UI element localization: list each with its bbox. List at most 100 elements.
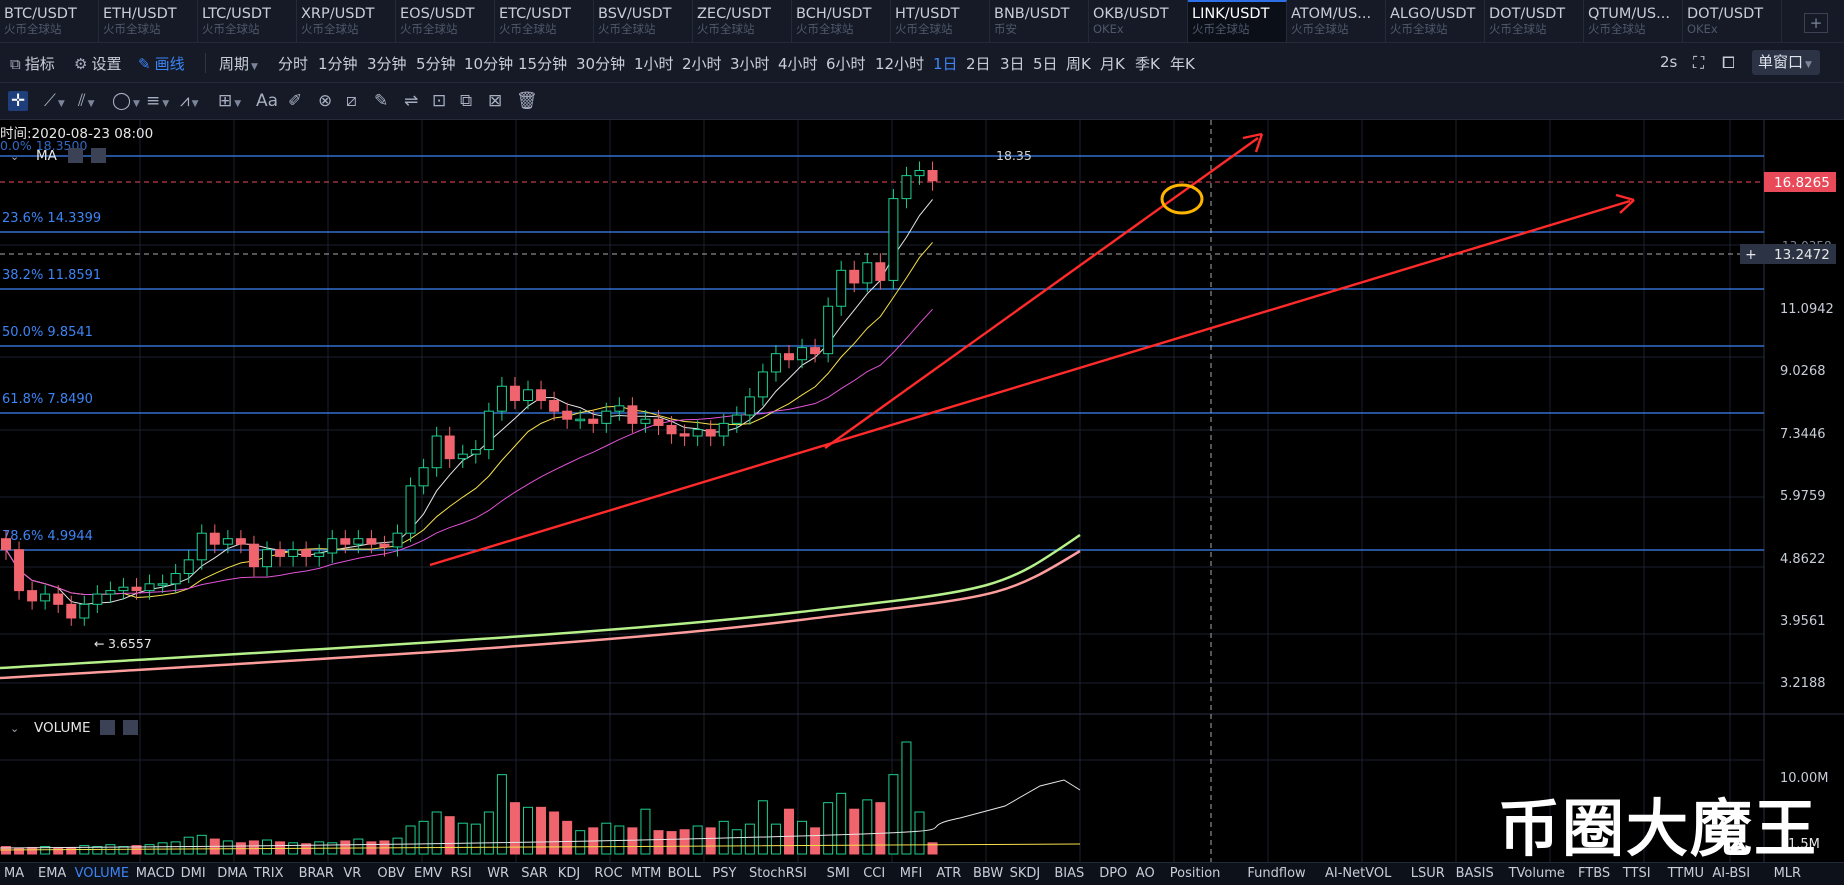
draw-line-button[interactable]: ✎ 画线 <box>138 55 185 73</box>
period-option[interactable]: 3小时 <box>730 55 770 73</box>
indicator-tab[interactable]: PSY <box>712 866 737 881</box>
indicator-tab[interactable]: VOLUME <box>74 866 130 881</box>
indicator-tab[interactable]: AI-NetVOL <box>1325 866 1392 881</box>
indicator-tab[interactable]: MTM <box>631 866 662 881</box>
indicator-tab[interactable]: TVolume <box>1508 866 1565 881</box>
period-option[interactable]: 30分钟 <box>576 55 626 73</box>
pair-tab[interactable]: BCH/USDT 火币全球站 <box>792 0 891 42</box>
indicator-tab[interactable]: ATR <box>936 866 962 881</box>
period-option[interactable]: 2日 <box>966 55 991 73</box>
indicator-tab[interactable]: MACD <box>135 866 175 881</box>
indicator-tab[interactable]: AI-BSI <box>1712 866 1751 881</box>
pair-tab[interactable]: ETH/USDT 火币全球站 <box>99 0 198 42</box>
indicator-tab[interactable]: BIAS <box>1054 866 1085 881</box>
popout-icon[interactable]: ⧠ <box>1722 53 1735 72</box>
period-dropdown[interactable]: 周期 ▼ <box>219 55 258 73</box>
period-option[interactable]: 5分钟 <box>416 55 456 73</box>
period-option[interactable]: 年K <box>1170 55 1195 73</box>
indicator-tab[interactable]: WR <box>487 866 510 881</box>
pair-tab[interactable]: DOT/USDT 火币全球站 <box>1485 0 1584 42</box>
period-option[interactable]: 1日 <box>933 55 958 73</box>
indicator-tab[interactable]: TRIX <box>253 866 284 881</box>
pair-tab[interactable]: OKB/USDT OKEx <box>1089 0 1188 42</box>
indicator-tab[interactable]: SMI <box>826 866 850 881</box>
indicator-tab[interactable]: MLR <box>1773 866 1802 881</box>
settings-button[interactable]: ⚙ 设置 <box>74 55 122 73</box>
pair-tab[interactable]: HT/USDT 火币全球站 <box>891 0 990 42</box>
pair-tab[interactable]: DOT/USDT OKEx <box>1683 0 1782 42</box>
indicator-tab[interactable]: BASIS <box>1455 866 1494 881</box>
indicator-tab[interactable]: BOLL <box>667 866 702 881</box>
indicator-tab[interactable]: ROC <box>594 866 623 881</box>
indicator-tab[interactable]: VR <box>343 866 362 881</box>
indicator-tab[interactable]: StochRSI <box>749 866 807 881</box>
pair-tab[interactable]: LTC/USDT 火币全球站 <box>198 0 297 42</box>
indicator-tab[interactable]: OBV <box>377 866 406 881</box>
period-option[interactable]: 3分钟 <box>367 55 407 73</box>
window-mode-select[interactable]: 单窗口 ▼ <box>1752 50 1820 75</box>
indicator-tab[interactable]: BRAR <box>298 866 334 881</box>
period-option[interactable]: 10分钟 <box>464 55 514 73</box>
highlighter-tool-icon[interactable]: ✎ <box>374 91 389 111</box>
period-option[interactable]: 6小时 <box>826 55 866 73</box>
trash-icon[interactable]: 🗑 <box>516 91 538 111</box>
indicator-tab[interactable]: MFI <box>899 866 923 881</box>
indicator-tab[interactable]: AO <box>1135 866 1155 881</box>
hline-tool-icon[interactable]: ≡ ▼ <box>146 91 170 111</box>
indicator-button[interactable]: ⧉ 指标 <box>10 55 55 73</box>
period-option[interactable]: 3日 <box>1000 55 1025 73</box>
period-option[interactable]: 15分钟 <box>518 55 568 73</box>
indicator-tab[interactable]: DPO <box>1099 866 1128 881</box>
period-option[interactable]: 1分钟 <box>318 55 358 73</box>
measure-tool-icon[interactable]: ⊞ ▼ <box>218 91 242 111</box>
indicator-tab[interactable]: MA <box>4 866 25 881</box>
indicator-tab[interactable]: RSI <box>450 866 472 881</box>
indicator-tab[interactable]: TTSI <box>1622 866 1651 881</box>
fullscreen-icon[interactable]: ⛶ <box>1693 53 1705 72</box>
pair-tab[interactable]: BSV/USDT 火币全球站 <box>594 0 693 42</box>
indicator-tab[interactable]: DMA <box>217 866 248 881</box>
period-option[interactable]: 5日 <box>1033 55 1058 73</box>
lock-tool-icon[interactable]: ⊡ <box>432 91 447 111</box>
indicator-tab[interactable]: LSUR <box>1410 866 1445 881</box>
clear-tool-icon[interactable]: ⊠ <box>488 91 503 111</box>
period-option[interactable]: 1小时 <box>634 55 674 73</box>
period-option[interactable]: 月K <box>1100 55 1125 73</box>
indicator-tab[interactable]: SKDJ <box>1009 866 1041 881</box>
pair-tab[interactable]: ATOM/US... 火币全球站 <box>1287 0 1386 42</box>
pair-tab[interactable]: XRP/USDT 火币全球站 <box>297 0 396 42</box>
crosshair-tool-icon[interactable]: ✛ <box>8 91 29 111</box>
period-option[interactable]: 分时 <box>278 55 309 73</box>
link-tool-icon[interactable]: ⇌ <box>404 91 419 111</box>
indicator-tab[interactable]: SAR <box>521 866 548 881</box>
pair-tab[interactable]: LINK/USDT 火币全球站 <box>1188 0 1287 42</box>
indicator-tab[interactable]: FTBS <box>1578 866 1611 881</box>
indicator-tab[interactable]: Position <box>1169 866 1221 881</box>
indicator-tab[interactable]: EMV <box>414 866 443 881</box>
circle-tool-icon[interactable]: ◯ ▼ <box>112 91 140 111</box>
trendline-tool-icon[interactable]: ⟋ ▼ <box>44 91 65 111</box>
pair-tab[interactable]: QTUM/US... 火币全球站 <box>1584 0 1683 42</box>
pair-tab[interactable]: ALGO/USDT 火币全球站 <box>1386 0 1485 42</box>
period-option[interactable]: 4小时 <box>778 55 818 73</box>
period-option[interactable]: 季K <box>1135 55 1160 73</box>
indicator-tab[interactable]: TTMU <box>1667 866 1704 881</box>
period-option[interactable]: 2小时 <box>682 55 722 73</box>
pair-tab[interactable]: BTC/USDT 火币全球站 <box>0 0 99 42</box>
indicator-tab[interactable]: CCI <box>863 866 886 881</box>
copy-tool-icon[interactable]: ⧉ <box>460 91 473 111</box>
period-option[interactable]: 周K <box>1066 55 1091 73</box>
pair-tab[interactable]: EOS/USDT 火币全球站 <box>396 0 495 42</box>
indicator-tab[interactable]: BBW <box>973 866 1004 881</box>
candlestick-chart[interactable]: 23.6% 14.3399 38.2% 11.8591 50.0% 9.8541 61… <box>0 120 1844 862</box>
ruler-tool-icon[interactable]: ⧄ <box>346 91 357 111</box>
indicator-tab[interactable]: EMA <box>38 866 67 881</box>
pattern-tool-icon[interactable]: ⩘ ▼ <box>180 91 199 111</box>
pair-tab[interactable]: ETC/USDT 火币全球站 <box>495 0 594 42</box>
pair-tab[interactable]: BNB/USDT 币安 <box>990 0 1089 42</box>
pair-tab[interactable]: ZEC/USDT 火币全球站 <box>693 0 792 42</box>
indicator-tab[interactable]: Fundflow <box>1247 866 1306 881</box>
indicator-tab[interactable]: KDJ <box>557 866 581 881</box>
period-option[interactable]: 12小时 <box>875 55 925 73</box>
add-tab-button[interactable]: + <box>1804 13 1828 33</box>
